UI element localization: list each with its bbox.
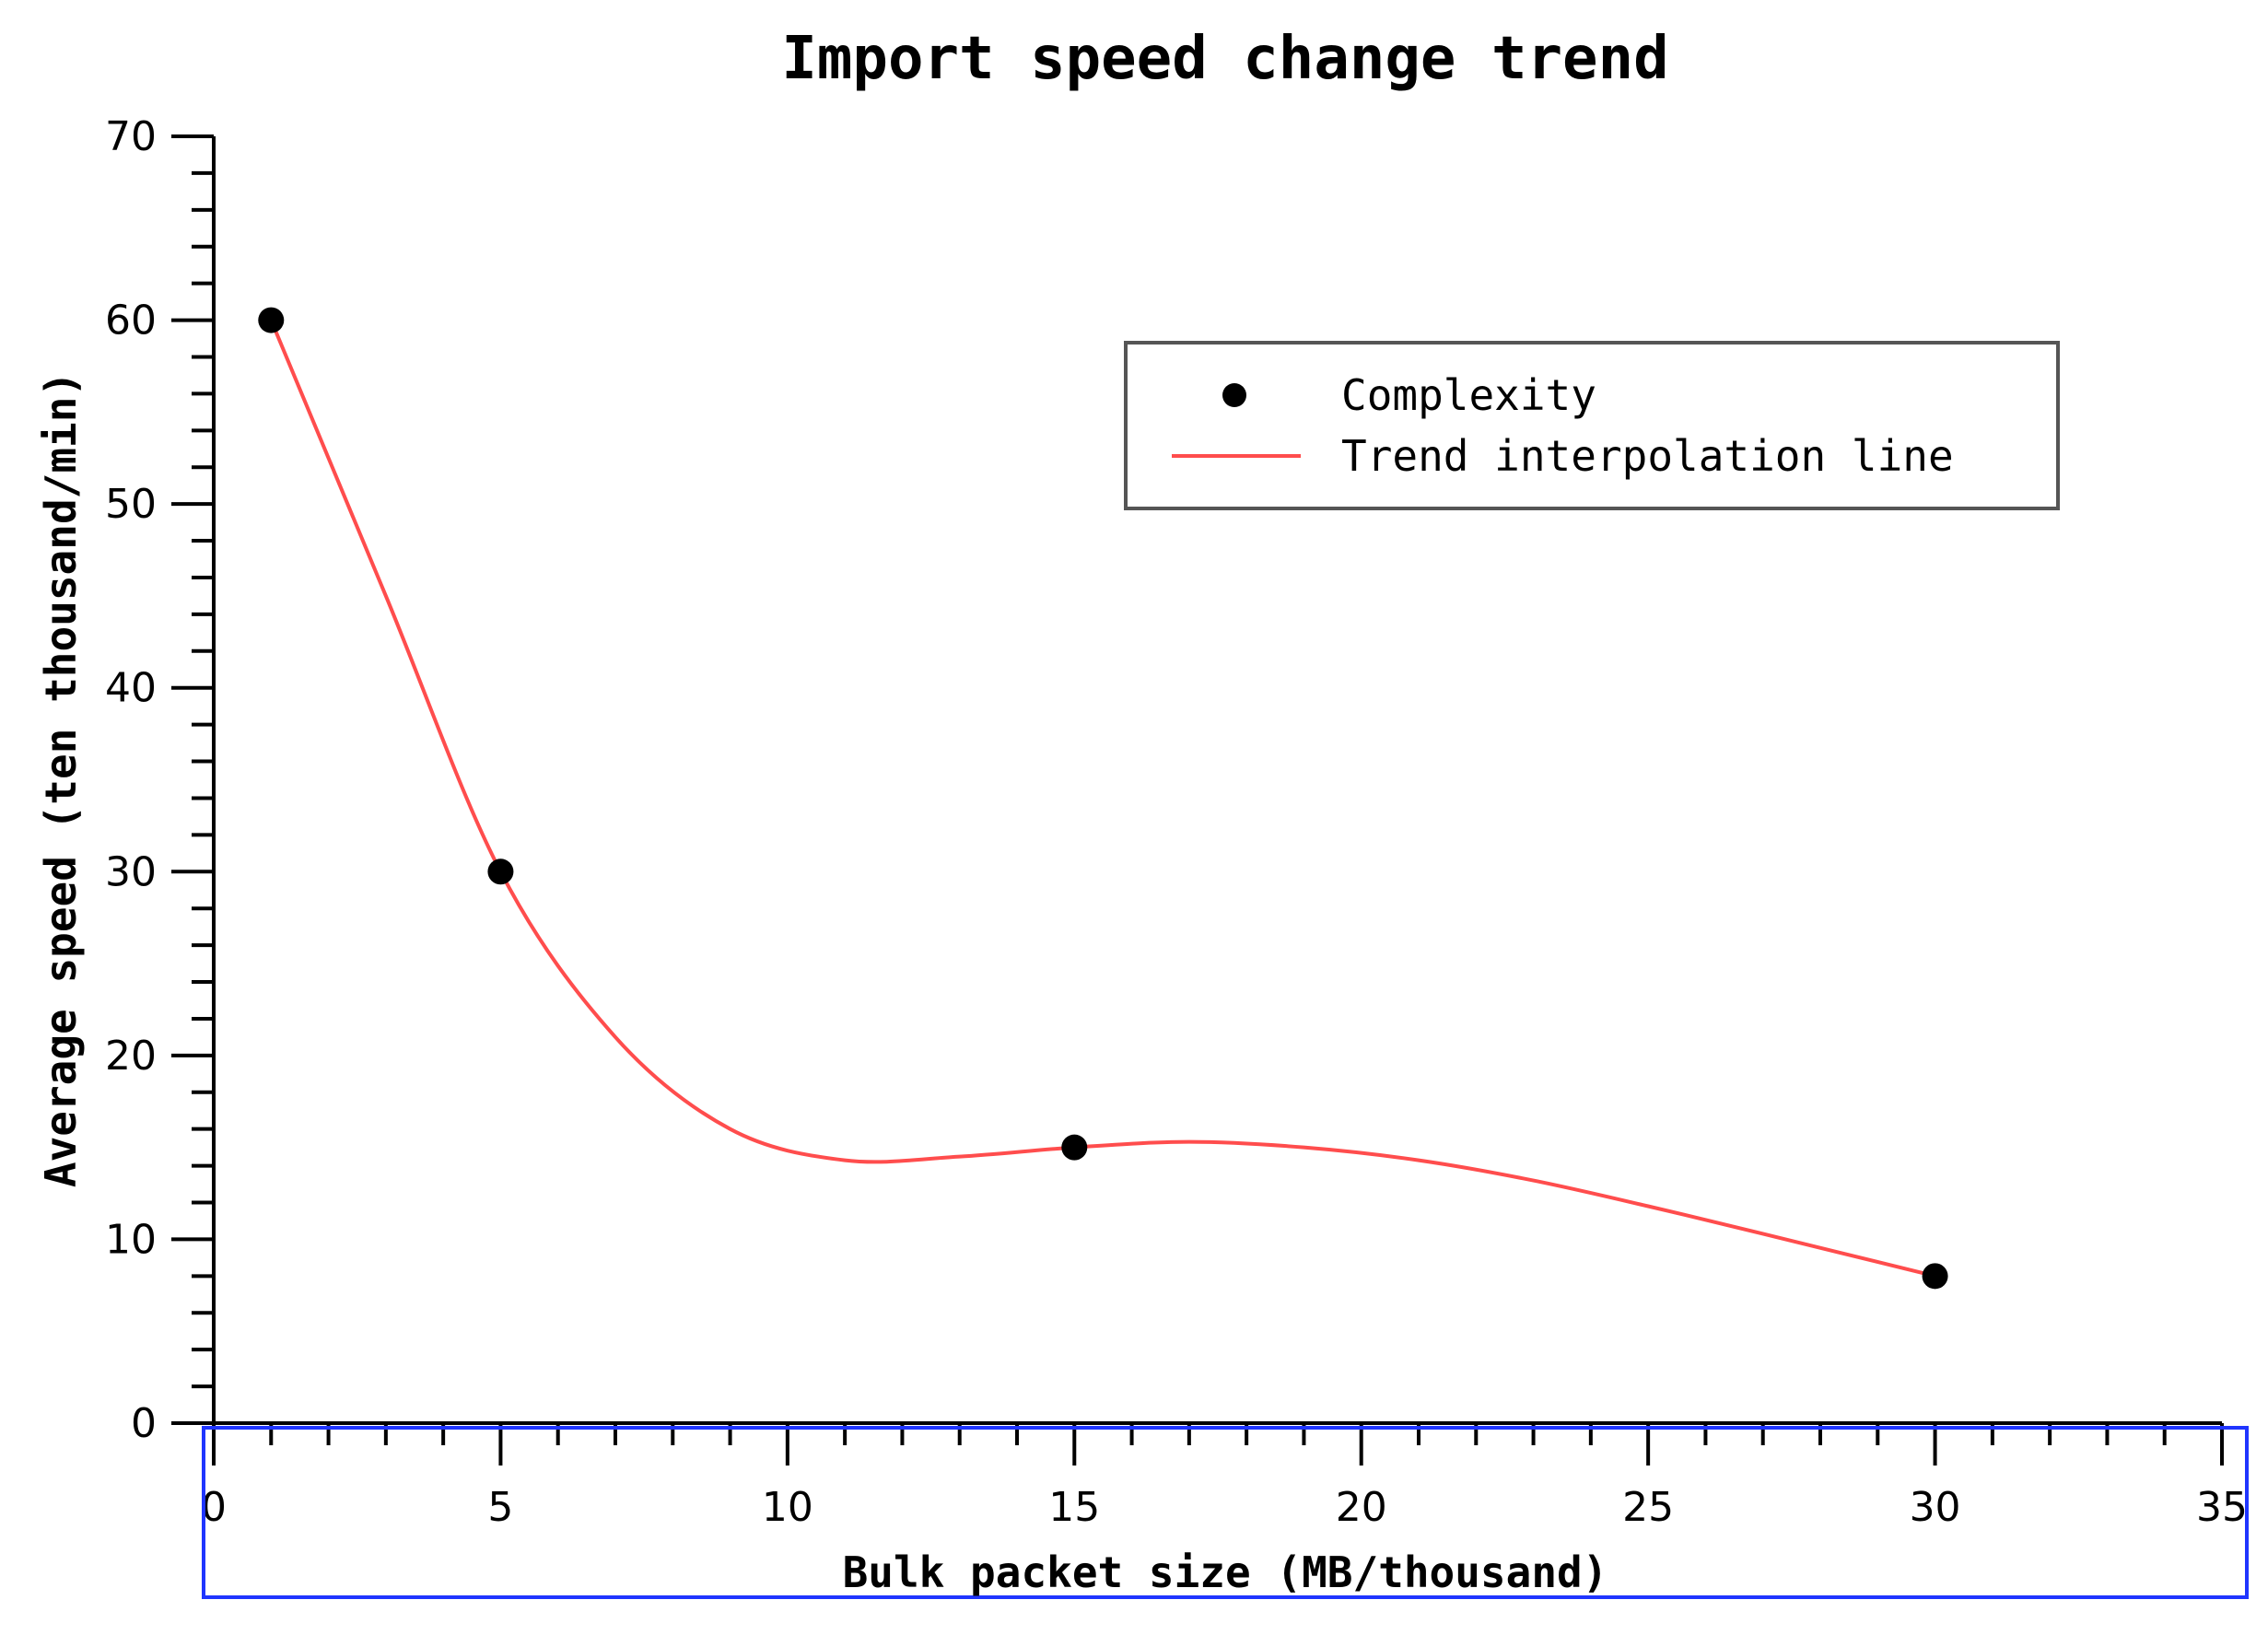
legend: Complexity Trend interpolation line [1124,341,2060,510]
x-axis-label: Bulk packet size (MB/thousand) [843,1547,1608,1597]
y-tick-label: 50 [105,481,157,528]
chart-title: Import speed change trend [781,25,1668,93]
complexity-point [1922,1263,1948,1290]
complexity-point [487,858,514,885]
y-tick-label: 60 [105,298,157,345]
x-tick-label: 20 [1336,1484,1387,1531]
legend-frame [1124,341,2060,510]
series-layer [258,307,1948,1290]
y-ticks: 0 10 20 30 40 50 60 70 [105,113,214,1447]
x-tick-label: 10 [762,1484,813,1531]
complexity-point [1061,1134,1088,1161]
y-tick-label: 20 [105,1033,157,1080]
legend-label-complexity: Complexity [1341,370,1596,420]
legend-marker-complexity [1222,383,1246,407]
x-axis-selection-box [202,1426,2249,1599]
x-tick-label: 15 [1048,1484,1100,1531]
legend-label-trend-interpolation-line: Trend interpolation line [1341,431,1954,481]
x-tick-label: 35 [2196,1484,2248,1531]
y-tick-label: 70 [105,113,157,160]
y-tick-label: 0 [131,1400,157,1447]
x-tick-label: 5 [487,1484,513,1531]
complexity-point [258,307,285,333]
y-tick-label: 40 [105,665,157,712]
x-tick-label: 30 [1910,1484,1961,1531]
trend-interpolation-line [269,318,1937,1279]
y-tick-label: 30 [105,848,157,895]
y-tick-label: 10 [105,1216,157,1263]
x-tick-label: 25 [1622,1484,1674,1531]
y-axis-label: Average speed (ten thousand/min) [36,371,86,1187]
x-ticks: 0 5 10 15 20 25 30 35 [201,1423,2248,1531]
axes: 0 10 20 30 40 50 60 70 0 5 10 15 20 25 30 35 [105,113,2248,1531]
